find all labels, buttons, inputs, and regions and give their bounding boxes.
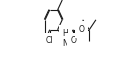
Text: H
N: H N (63, 29, 68, 48)
Text: Cl: Cl (46, 36, 54, 45)
Text: O: O (70, 36, 76, 45)
Text: O: O (78, 25, 84, 34)
Text: N: N (42, 36, 48, 45)
